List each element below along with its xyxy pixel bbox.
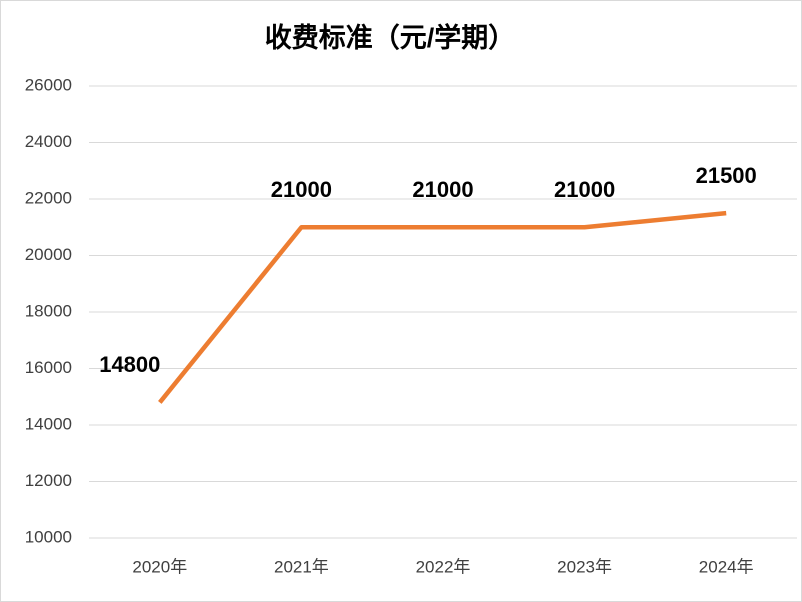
y-tick-label: 22000: [25, 188, 72, 207]
data-label: 21000: [554, 177, 615, 202]
data-label: 21000: [412, 177, 473, 202]
y-tick-label: 16000: [25, 358, 72, 377]
y-tick-label: 20000: [25, 245, 72, 264]
x-tick-label: 2023年: [557, 557, 612, 576]
data-label: 21500: [696, 163, 757, 188]
x-tick-label: 2021年: [274, 557, 329, 576]
x-tick-label: 2022年: [416, 557, 471, 576]
y-tick-label: 14000: [25, 414, 72, 433]
chart-title: 收费标准（元/学期）: [265, 22, 516, 53]
y-tick-label: 10000: [25, 527, 72, 546]
data-label: 14800: [99, 352, 160, 377]
x-tick-label: 2024年: [699, 557, 754, 576]
data-label: 21000: [271, 177, 332, 202]
y-tick-label: 12000: [25, 471, 72, 490]
data-line: [158, 210, 727, 404]
y-tick-label: 26000: [25, 75, 72, 94]
y-tick-label: 18000: [25, 301, 72, 320]
x-tick-label: 2020年: [132, 557, 187, 576]
y-tick-label: 24000: [25, 132, 72, 151]
